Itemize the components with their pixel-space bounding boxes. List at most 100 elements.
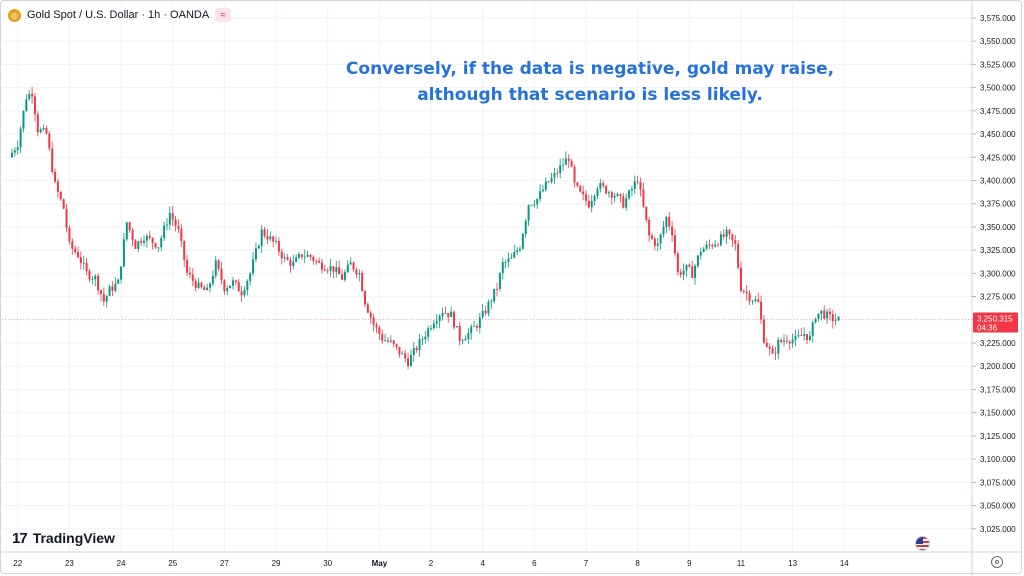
y-tick-label: 3,100.000 — [980, 455, 1016, 464]
candle-body — [303, 256, 306, 258]
price-axis[interactable]: 3,025.000 3,050.000 3,075.000 3,100.000 3,12… — [971, 0, 1018, 576]
candle-body — [332, 266, 335, 272]
candle-body — [180, 228, 183, 241]
candle-body — [62, 199, 65, 209]
candle-body — [504, 261, 507, 263]
candle-body — [295, 257, 298, 262]
candle-body — [722, 234, 725, 237]
candle-body — [702, 248, 705, 253]
y-tick-label: 3,025.000 — [980, 525, 1016, 534]
candle-body — [358, 273, 361, 275]
candle-body — [541, 189, 544, 192]
candle-body — [771, 348, 774, 354]
candle-body — [794, 336, 797, 340]
candle-body — [33, 96, 36, 115]
candle-body — [630, 189, 633, 191]
approximation-icon[interactable]: ≈ — [215, 8, 232, 22]
candle-body — [464, 339, 467, 341]
candle-body — [791, 339, 794, 344]
candle-body — [11, 152, 13, 158]
candle-body — [671, 226, 674, 236]
candle-body — [648, 219, 651, 236]
candle-body — [269, 236, 272, 240]
candle-body — [143, 240, 146, 243]
candle-body — [487, 301, 490, 314]
candle-body — [599, 182, 602, 189]
candle-body — [16, 147, 19, 151]
candle-body — [803, 334, 806, 336]
candle-body — [361, 273, 364, 292]
candle-body — [254, 248, 257, 260]
candle-body — [596, 188, 599, 196]
candle-body — [780, 340, 783, 342]
y-tick-label: 3,525.000 — [980, 60, 1016, 69]
candle-body — [524, 220, 527, 234]
candle-body — [751, 301, 754, 302]
candle-body — [788, 341, 791, 344]
candle-body — [389, 340, 392, 342]
x-tick-label: 4 — [480, 559, 485, 568]
candle-body — [633, 181, 636, 190]
candle-body — [585, 194, 587, 201]
candle-body — [493, 288, 496, 302]
candle-body — [800, 335, 803, 337]
candle-body — [355, 269, 358, 275]
candle-body — [407, 358, 410, 367]
tradingview-watermark[interactable]: 17 TradingView — [12, 528, 115, 548]
candle-body — [427, 328, 430, 337]
candle-body — [705, 244, 708, 249]
candle-body — [191, 274, 194, 281]
candle-body — [145, 235, 148, 241]
y-tick-label: 3,150.000 — [980, 409, 1016, 418]
candle-body — [375, 324, 378, 328]
candle-body — [59, 191, 62, 200]
candle-body — [214, 260, 217, 276]
candle-body — [231, 280, 234, 286]
candle-body — [194, 280, 197, 288]
x-tick-label: 29 — [272, 559, 281, 568]
candle-body — [99, 290, 102, 295]
candle-body — [42, 127, 45, 130]
candle-body — [748, 293, 751, 302]
candle-body — [338, 267, 341, 275]
y-tick-label: 3,075.000 — [980, 478, 1016, 487]
us-flag-icon[interactable] — [915, 536, 930, 551]
candle-body — [404, 353, 407, 359]
symbol-header[interactable]: ◎ Gold Spot / U.S. Dollar · 1h · OANDA ≈ — [8, 7, 232, 23]
candle-body — [312, 256, 315, 261]
candle-body — [306, 254, 309, 257]
candle-body — [289, 259, 292, 266]
candle-body — [85, 262, 88, 272]
symbol-title: Gold Spot / U.S. Dollar · 1h · OANDA — [27, 9, 210, 21]
candle-body — [154, 243, 157, 248]
x-tick-label: 22 — [13, 559, 22, 568]
candle-body — [246, 280, 249, 291]
candle-body — [366, 304, 369, 313]
candle-body — [708, 244, 711, 246]
candle-body — [292, 261, 295, 266]
candle-body — [125, 222, 128, 240]
x-tick-label: 25 — [168, 559, 177, 568]
candle-body — [533, 204, 536, 206]
y-tick-label: 3,050.000 — [980, 502, 1016, 511]
candle-body — [625, 198, 628, 208]
candle-body — [148, 235, 151, 238]
y-tick-label: 3,350.000 — [980, 223, 1016, 232]
candle-body — [108, 286, 111, 296]
gear-icon[interactable] — [991, 556, 1003, 568]
gold-coin-icon: ◎ — [8, 8, 21, 22]
candle-body — [432, 323, 435, 329]
time-axis[interactable]: 22 23 24 25 27 29 30 May 2 4 6 7 8 9 11 13 14 — [0, 551, 1022, 568]
candle-body — [582, 191, 585, 195]
x-tick-label: May — [372, 559, 388, 568]
candle-body — [473, 325, 476, 327]
candle-body — [412, 347, 415, 356]
candle-body — [536, 198, 539, 205]
candle-body — [418, 339, 421, 351]
candle-body — [754, 299, 757, 302]
candle-body — [88, 271, 91, 280]
candle-body — [496, 288, 499, 290]
candle-body — [728, 229, 731, 235]
candle-body — [805, 334, 808, 341]
